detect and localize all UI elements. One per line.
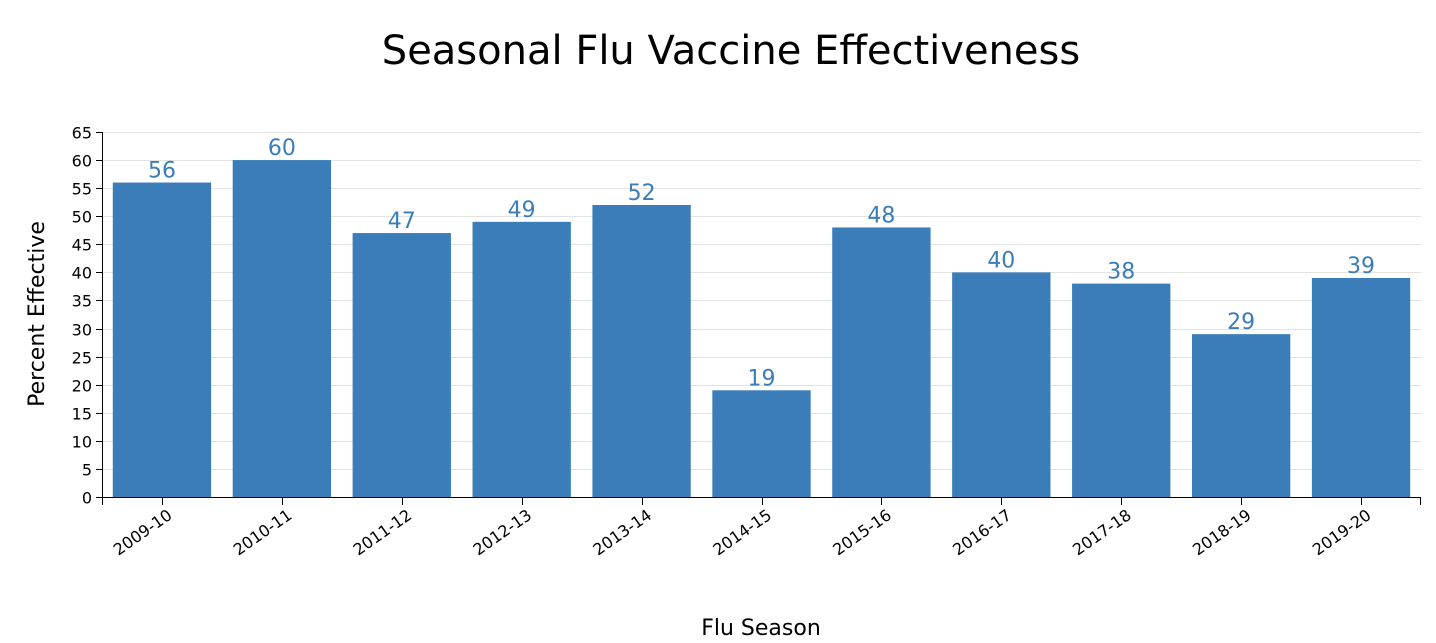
- bar-2011-12: [352, 233, 451, 498]
- x-tick-label-2017-18: 2017-18: [1069, 505, 1135, 559]
- bar-2012-13: [472, 221, 571, 497]
- y-tick-label: 30: [72, 321, 92, 340]
- data-label-2013-14: 52: [628, 181, 656, 206]
- bar-2016-17: [952, 272, 1051, 497]
- data-label-2009-10: 56: [148, 159, 176, 184]
- bar-2018-19: [1191, 334, 1291, 497]
- y-tick-label: 60: [72, 152, 92, 171]
- x-tick-label-2015-16: 2015-16: [829, 505, 895, 559]
- x-tick-label-2010-11: 2010-11: [230, 505, 296, 559]
- data-label-2012-13: 49: [508, 198, 536, 223]
- data-label-2011-12: 47: [388, 209, 416, 234]
- x-axis: 2009-10 2010-11 2011-12 2012-13 2013-14 2014-…: [102, 497, 1421, 559]
- x-tick-label-2009-10: 2009-10: [110, 505, 176, 559]
- y-axis-title: Percent Effective: [25, 221, 50, 407]
- data-label-2016-17: 40: [987, 248, 1015, 273]
- bar-2010-11: [232, 160, 332, 498]
- chart-title: Seasonal Flu Vaccine Effectiveness: [382, 28, 1080, 74]
- bar-2017-18: [1072, 283, 1171, 497]
- data-label-2017-18: 38: [1107, 260, 1135, 285]
- bar-2013-14: [592, 205, 691, 497]
- x-tick-label-2013-14: 2013-14: [589, 505, 655, 559]
- data-label-2015-16: 48: [867, 203, 895, 228]
- data-label-2014-15: 19: [748, 366, 776, 391]
- bar-2015-16: [832, 227, 931, 497]
- x-tick-label-2012-13: 2012-13: [470, 505, 536, 559]
- y-tick-label: 15: [72, 405, 92, 424]
- y-tick-label: 0: [82, 489, 92, 508]
- x-tick-label-2018-19: 2018-19: [1189, 505, 1255, 559]
- x-tick-label-2016-17: 2016-17: [949, 505, 1015, 559]
- bar-2009-10: [112, 182, 212, 498]
- x-tick-label-2011-12: 2011-12: [350, 505, 416, 559]
- y-tick-label: 20: [72, 377, 92, 396]
- data-label-2019-20: 39: [1347, 254, 1375, 279]
- y-tick-label: 25: [72, 349, 92, 368]
- x-tick-label-2014-15: 2014-15: [709, 505, 775, 559]
- y-axis: 0 5 10 15 20 25 30 35 40 45 50 55 60 65: [72, 124, 103, 508]
- y-tick-label: 50: [72, 208, 92, 227]
- data-label-2018-19: 29: [1227, 310, 1255, 335]
- y-tick-label: 35: [72, 292, 92, 311]
- x-axis-title: Flu Season: [701, 616, 821, 641]
- y-tick-label: 10: [72, 433, 92, 452]
- y-tick-label: 45: [72, 236, 92, 255]
- bars: [112, 160, 1411, 498]
- bar-2014-15: [712, 390, 811, 497]
- y-tick-label: 40: [72, 264, 92, 283]
- bar-2019-20: [1311, 278, 1411, 497]
- y-tick-label: 65: [72, 124, 92, 143]
- data-label-2010-11: 60: [268, 136, 296, 161]
- y-tick-label: 5: [82, 461, 92, 480]
- x-tick-label-2019-20: 2019-20: [1309, 505, 1375, 559]
- data-labels: 56 60 47 49 52 19 48 40 38 29 39: [148, 136, 1375, 391]
- y-tick-label: 55: [72, 180, 92, 199]
